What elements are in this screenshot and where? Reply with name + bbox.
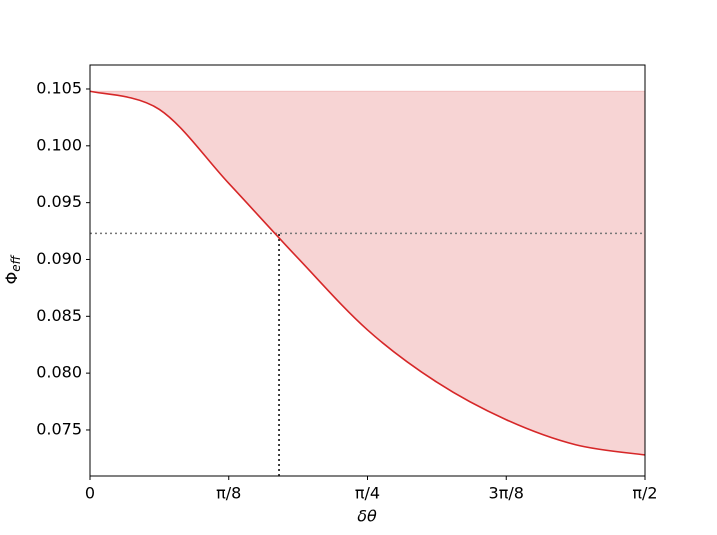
x-tick-label: π/4 — [355, 484, 380, 503]
x-tick-label: π/2 — [632, 484, 657, 503]
x-axis-label: δθ — [357, 507, 377, 526]
y-tick-label: 0.085 — [36, 306, 82, 325]
y-tick-label: 0.105 — [36, 78, 82, 97]
y-tick-label: 0.100 — [36, 135, 82, 154]
y-label-symbol: Φ — [2, 272, 21, 285]
y-tick-label: 0.095 — [36, 192, 82, 211]
y-axis-label: Φeff — [2, 254, 23, 284]
y-tick-label: 0.090 — [36, 249, 82, 268]
x-tick-label: π/8 — [216, 484, 241, 503]
fill-area — [90, 91, 645, 455]
x-tick-label: 0 — [85, 484, 95, 503]
y-label-subscript: eff — [9, 254, 23, 271]
curve — [89, 90, 646, 456]
y-tick-label: 0.075 — [36, 419, 82, 438]
y-tick-label: 0.080 — [36, 363, 82, 382]
x-tick-label: 3π/8 — [489, 484, 524, 503]
